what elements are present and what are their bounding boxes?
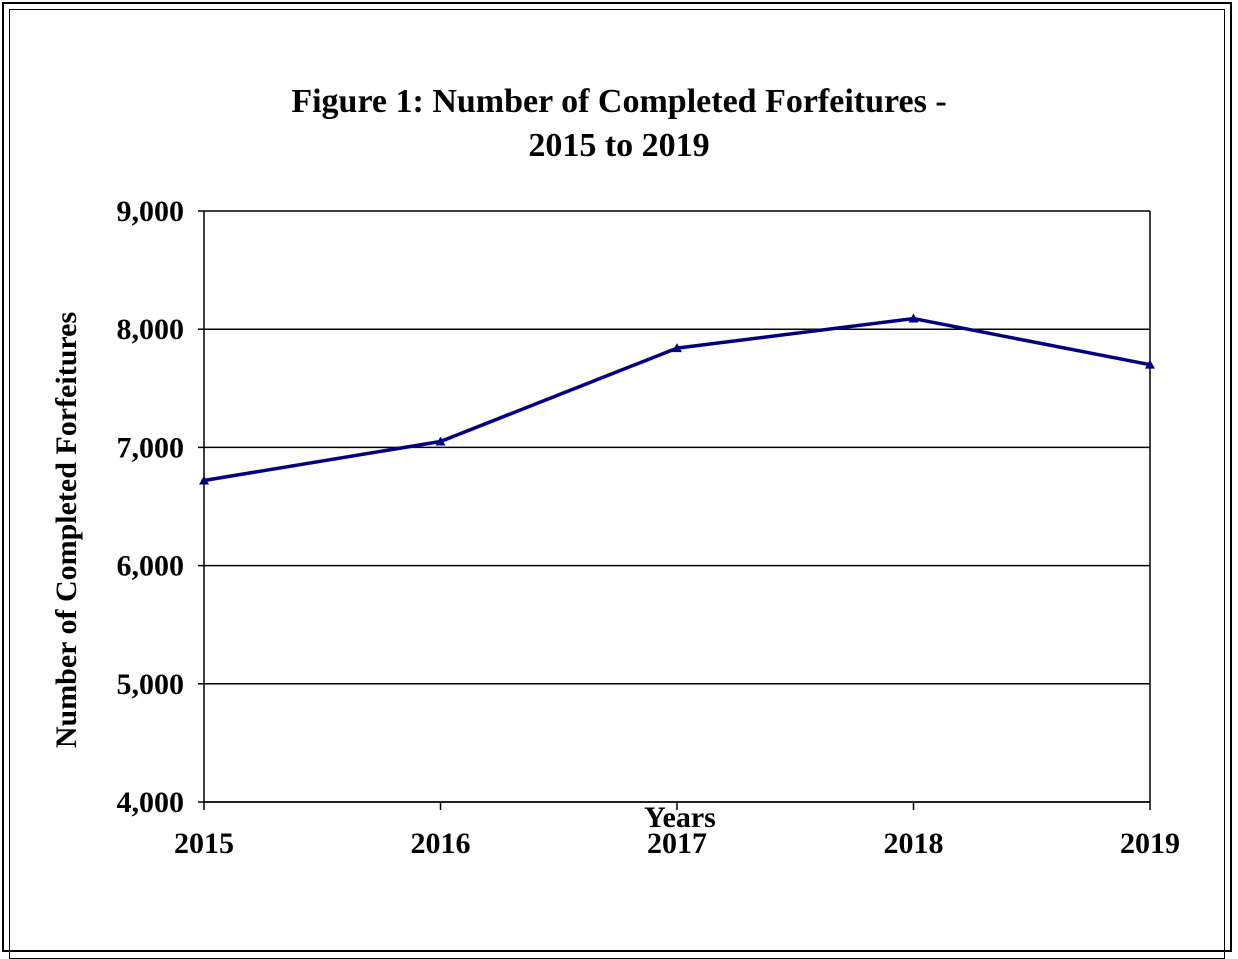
y-tick-label: 8,000: [117, 313, 185, 346]
data-point-marker: [435, 436, 446, 446]
data-point-marker: [199, 475, 209, 485]
x-tick-label: 2019: [1120, 827, 1180, 860]
series: [199, 313, 1155, 485]
data-point-marker: [1145, 359, 1155, 369]
y-tick-labels: 4,000 5,000 6,000 7,000 8,000 9,000: [117, 195, 185, 819]
data-point-marker: [672, 343, 682, 353]
y-axis-label: Number of Completed Forfeitures: [50, 312, 83, 748]
x-tick-label: 2018: [884, 827, 944, 860]
y-tick-label: 5,000: [117, 668, 185, 701]
x-tick-label: 2016: [411, 827, 471, 860]
x-tick-label: 2015: [174, 827, 234, 860]
chart-title: Figure 1: Number of Completed Forfeiture…: [291, 83, 947, 164]
y-tick-label: 6,000: [117, 550, 185, 583]
x-axis-label: Years: [644, 801, 716, 834]
x-tick-labels: 2015 2016 2017 2018 2019: [174, 827, 1180, 860]
y-tick-label: 4,000: [117, 786, 185, 819]
axes: [198, 210, 1151, 810]
x-tick-label: 2017: [647, 827, 707, 860]
y-tick-label: 9,000: [117, 195, 185, 228]
series-line: [203, 316, 1151, 483]
y-tick-label: 7,000: [117, 431, 185, 464]
data-point-marker: [908, 313, 919, 323]
gridlines: [204, 210, 1150, 803]
